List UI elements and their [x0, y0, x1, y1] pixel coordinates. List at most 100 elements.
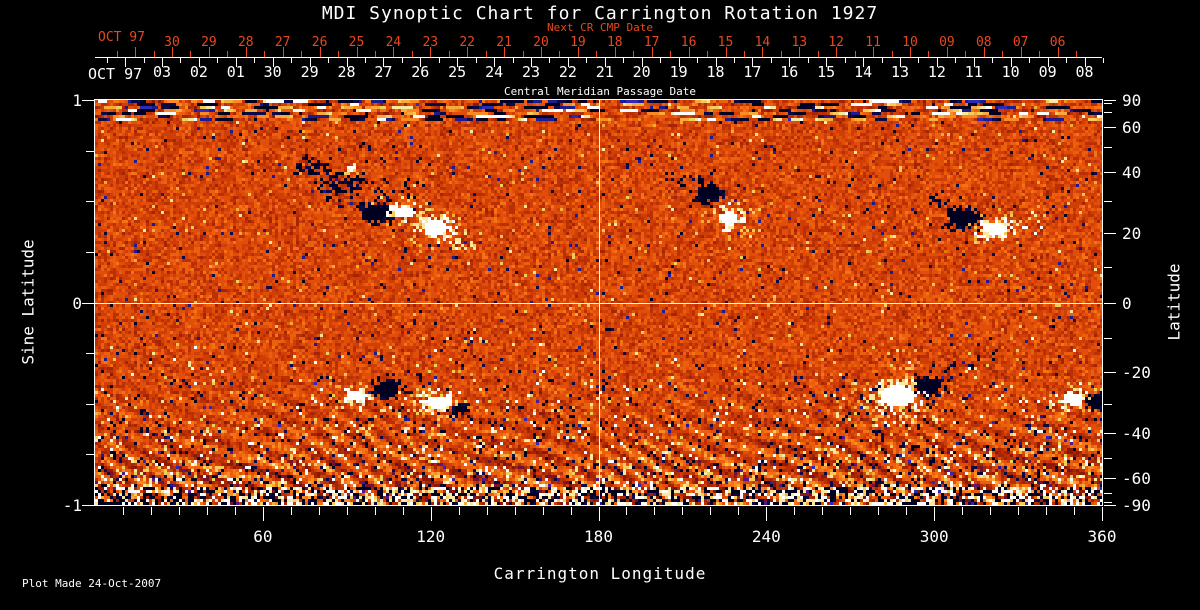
y-axis-title-left: Sine Latitude [18, 239, 38, 365]
next-cr-axis-tick [172, 47, 173, 57]
cmp-day-label: 27 [374, 63, 393, 81]
x-minor-tick [878, 507, 879, 515]
next-cr-axis-tick [190, 51, 191, 57]
x-minor-tick [459, 507, 460, 515]
next-cr-day-label: 19 [570, 35, 586, 50]
cmp-axis-tick [863, 58, 864, 67]
y-right-tick-label: 20 [1122, 224, 1142, 243]
cmp-axis-tick [642, 58, 643, 67]
next-cr-axis-tick [928, 51, 929, 57]
y-left-tick-label: -1 [62, 496, 82, 515]
cmp-axis-tick [549, 58, 550, 63]
y-right-tick-label: 90 [1122, 91, 1142, 110]
next-cr-axis-tick [873, 47, 874, 57]
plot-made-note: Plot Made 24-Oct-2007 [22, 577, 162, 590]
y-left-minor-tick [86, 353, 94, 354]
x-tick-label: 120 [416, 527, 446, 546]
cmp-axis-tick [1066, 58, 1067, 63]
next-cr-axis-tick [947, 47, 948, 57]
x-minor-tick [850, 507, 851, 515]
cmp-axis-tick [826, 58, 827, 67]
next-cr-axis-tick [135, 47, 136, 57]
cmp-axis-tick [679, 58, 680, 67]
cmp-date-axis-title: Central Meridian Passage Date [503, 85, 697, 98]
y-right-major-tick [1104, 372, 1116, 373]
y-right-major-tick [1104, 433, 1116, 434]
x-minor-tick [543, 507, 544, 515]
cmp-axis-tick [771, 58, 772, 63]
next-cr-day-label: 06 [1049, 35, 1066, 50]
cmp-axis-tick [144, 58, 145, 63]
y-right-tick-label: -60 [1122, 469, 1151, 488]
next-cr-axis-tick [375, 51, 376, 57]
next-cr-day-label: 30 [164, 35, 180, 50]
cmp-axis-tick [531, 58, 532, 67]
cmp-axis-tick [125, 58, 126, 67]
next-cr-day-label: 12 [828, 35, 845, 50]
y-left-minor-tick [86, 151, 94, 152]
x-minor-tick [794, 507, 795, 515]
next-cr-day-label: 29 [201, 35, 217, 50]
cmp-day-label: 29 [300, 63, 319, 81]
next-cr-axis-tick [707, 51, 708, 57]
x-minor-tick [319, 507, 320, 515]
next-cr-axis-tick [283, 47, 284, 57]
x-minor-tick [682, 507, 683, 515]
cmp-day-label: 02 [189, 63, 208, 81]
y-right-minor-tick [1104, 493, 1112, 494]
cmp-day-label: 13 [890, 63, 910, 81]
cmp-axis-tick [900, 58, 901, 67]
cmp-axis-tick [1103, 58, 1104, 63]
cmp-axis-tick [217, 58, 218, 63]
next-cr-axis-tick [301, 51, 302, 57]
next-cr-day-label: 07 [1012, 35, 1029, 50]
cmp-axis-tick [310, 58, 311, 67]
next-cr-axis-tick [892, 51, 893, 57]
x-minor-tick [1074, 507, 1075, 515]
y-right-minor-tick [1104, 201, 1112, 202]
cmp-day-label: 23 [521, 63, 541, 81]
cmp-axis-tick [513, 58, 514, 63]
cmp-day-label: 19 [669, 63, 688, 81]
next-cr-axis-tick [1002, 51, 1003, 57]
cmp-axis-tick [254, 58, 255, 63]
next-cr-axis-tick [1058, 47, 1059, 57]
cmp-axis-tick [974, 58, 975, 67]
next-cr-axis-tick [652, 47, 653, 57]
y-right-minor-tick [1104, 338, 1112, 339]
x-minor-tick [235, 507, 236, 515]
next-cr-day-label: 11 [865, 35, 881, 50]
x-major-tick [766, 507, 767, 521]
y-left-minor-tick [86, 404, 94, 405]
x-tick-label: 240 [751, 527, 781, 546]
y-right-major-tick [1104, 172, 1116, 173]
cmp-axis-tick [1029, 58, 1030, 63]
next-cr-day-label: 14 [754, 35, 771, 50]
next-cr-axis-tick [762, 47, 763, 57]
cmp-axis-tick [273, 58, 274, 67]
cmp-axis-tick [180, 58, 181, 63]
y-right-major-tick [1104, 233, 1116, 234]
next-cr-axis-tick [1021, 47, 1022, 57]
next-cr-day-label: 10 [902, 35, 918, 50]
x-axis-title: Carrington Longitude [493, 564, 707, 583]
x-minor-tick [207, 507, 208, 515]
x-minor-tick [375, 507, 376, 515]
next-cr-axis-tick [246, 47, 247, 57]
cmp-axis-tick [402, 58, 403, 63]
x-minor-tick [515, 507, 516, 515]
next-cr-axis-tick [633, 51, 634, 57]
cmp-axis-tick [365, 58, 366, 63]
y-right-minor-tick [1104, 112, 1112, 113]
x-major-tick [599, 507, 600, 521]
next-cr-axis-tick [670, 51, 671, 57]
y-right-minor-tick [1104, 147, 1112, 148]
x-major-tick [1102, 507, 1103, 521]
cmp-day-label: 12 [927, 63, 946, 81]
cmp-day-label: 26 [411, 63, 430, 81]
next-cr-axis-tick [689, 47, 690, 57]
cmp-axis-tick [845, 58, 846, 63]
cmp-day-label: 08 [1075, 63, 1094, 81]
cmp-axis-tick [328, 58, 329, 63]
cmp-axis-tick [568, 58, 569, 67]
